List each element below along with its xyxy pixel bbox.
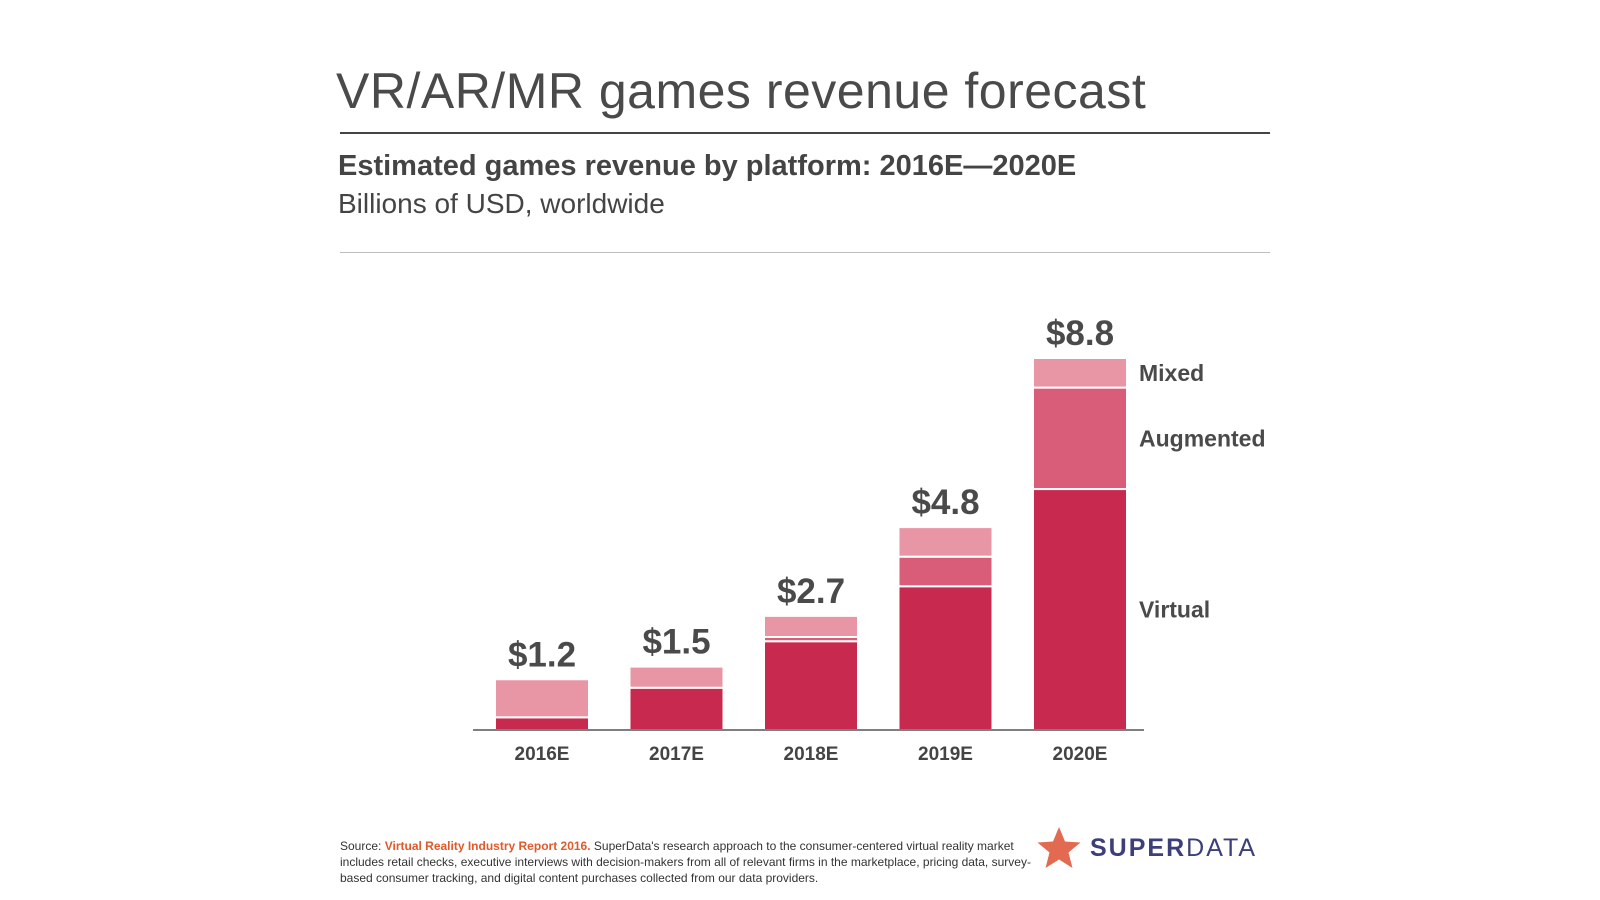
bar-segment-mixed-2018e [763, 614, 859, 639]
logo-text-super: SUPER [1090, 833, 1187, 862]
bar-total-label: $4.8 [911, 483, 979, 522]
star-icon [1037, 827, 1081, 868]
title-divider [340, 132, 1270, 134]
chart-subtitle: Estimated games revenue by platform: 201… [338, 150, 1077, 182]
source-prefix: Source: [340, 839, 385, 853]
header-divider [340, 252, 1270, 253]
series-label-virtual: Virtual [1139, 597, 1210, 623]
logo-text-data: DATA [1186, 833, 1258, 862]
bar-segment-mixed-2016e [494, 678, 590, 719]
bar-segment-mixed-2020e [1032, 357, 1128, 389]
source-note: Source: Virtual Reality Industry Report … [340, 838, 1040, 886]
bar-segment-mixed-2017e [628, 665, 725, 689]
x-tick-label: 2020E [1053, 744, 1108, 765]
x-tick-label: 2018E [784, 744, 839, 765]
bar-total-label: $1.5 [642, 623, 710, 662]
bar-segment-virtual-2017e [628, 686, 725, 732]
unit-label: Billions of USD, worldwide [338, 188, 665, 219]
x-tick-label: 2019E [918, 744, 973, 765]
superdata-logo: SUPERDATA [1036, 825, 1257, 871]
bar-segment-augmented-2019e [897, 555, 994, 588]
bar-segment-virtual-2019e [897, 585, 994, 731]
x-tick-label: 2017E [649, 744, 704, 765]
logo-wordmark: SUPERDATA [1090, 834, 1257, 863]
page-title: VR/AR/MR games revenue forecast [336, 63, 1147, 119]
series-label-mixed: Mixed [1139, 360, 1204, 386]
bar-segment-virtual-2016e [494, 716, 590, 731]
source-link[interactable]: Virtual Reality Industry Report 2016. [384, 839, 591, 853]
stacked-bar-chart: $1.2 2016E $1.5 2017E $2.7 2018E $4.8 2019E $8.8… [473, 314, 1266, 765]
bar-total-label: $8.8 [1046, 314, 1114, 353]
bar-segment-virtual-2018e [763, 640, 859, 732]
source-text: SuperData's research approach to the con… [340, 839, 1031, 885]
x-tick-label: 2016E [515, 744, 570, 765]
bar-segment-virtual-2020e [1032, 488, 1128, 731]
series-label-augmented: Augmented [1139, 425, 1266, 451]
bar-total-label: $2.7 [777, 572, 845, 611]
bar-segment-mixed-2019e [897, 526, 994, 558]
bar-segment-augmented-2020e [1032, 386, 1128, 491]
bar-total-label: $1.2 [508, 635, 576, 674]
